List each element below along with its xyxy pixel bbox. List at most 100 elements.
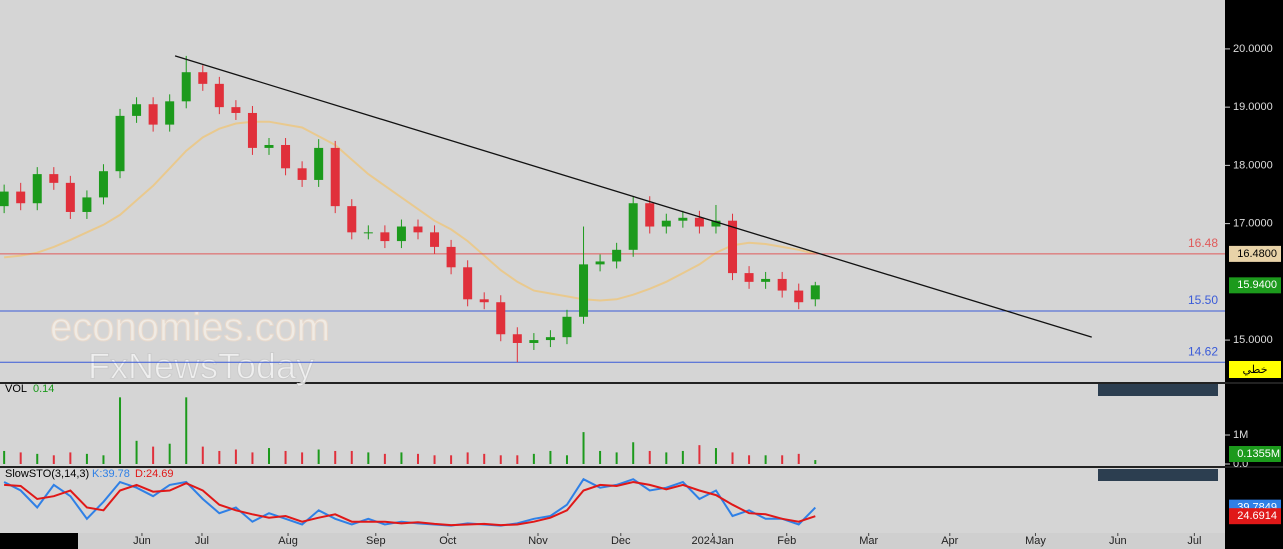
- volume-bar: [582, 432, 585, 464]
- volume-bar: [665, 452, 668, 464]
- candle-body: [479, 299, 489, 303]
- candle-body: [430, 232, 440, 247]
- volume-bar: [367, 452, 370, 464]
- volume-bar: [731, 452, 734, 464]
- volume-bar: [3, 450, 6, 464]
- watermark: economies.com: [50, 306, 330, 350]
- chart-type-label[interactable]: خطي: [1243, 364, 1268, 376]
- x-tick-label: Jun: [133, 535, 151, 547]
- candle-body: [529, 340, 539, 343]
- panel-title: VOL: [5, 383, 27, 395]
- watermark: FxNewsToday: [88, 346, 314, 387]
- candle-body: [496, 302, 506, 335]
- candle-body: [562, 316, 572, 338]
- candle-body: [214, 83, 224, 108]
- candle-body: [678, 217, 688, 221]
- candle-body: [396, 226, 406, 242]
- volume-bar: [317, 449, 320, 464]
- candle-body: [198, 72, 208, 84]
- moving-average: [3, 120, 816, 302]
- volume-bar: [201, 446, 204, 464]
- candle-body: [363, 232, 373, 234]
- volume-bar: [218, 450, 221, 464]
- candle-body: [181, 72, 191, 102]
- candle-body: [446, 246, 456, 268]
- volume-bar: [400, 452, 403, 464]
- x-tick-label: 2024Jan: [692, 535, 734, 547]
- candle-body: [247, 112, 257, 148]
- volume-bar: [135, 440, 138, 464]
- volume-bar: [450, 455, 453, 464]
- x-tick-label: May: [1025, 535, 1046, 547]
- candle-body: [297, 168, 307, 180]
- volume-bar: [152, 446, 155, 464]
- candle-body: [595, 261, 605, 265]
- level-label: 14.62: [1188, 344, 1218, 358]
- volume-bar: [102, 455, 105, 464]
- volume-bar: [185, 397, 188, 464]
- volume-bar: [499, 455, 502, 464]
- last-price-bg: [1229, 277, 1281, 294]
- plot-background: [0, 0, 1225, 549]
- candle-body: [661, 220, 671, 227]
- volume-bar: [632, 442, 635, 464]
- volume-bar: [383, 453, 386, 464]
- volume-bar: [36, 453, 39, 464]
- y-tick-label: 19.0000: [1233, 101, 1273, 113]
- volume-bar: [251, 452, 254, 464]
- volume-bar: [748, 455, 751, 464]
- candle-body: [0, 191, 9, 207]
- x-tick-label: Apr: [941, 535, 958, 547]
- candle-body: [231, 107, 241, 113]
- candle-body: [810, 285, 820, 300]
- candle-body: [728, 220, 738, 274]
- stoch-line: [4, 480, 816, 527]
- volume-bar: [52, 455, 55, 464]
- stoch-badge-bg: [1229, 508, 1281, 525]
- volume-bar: [466, 452, 469, 464]
- candle-body: [32, 174, 42, 204]
- volume-bar: [334, 450, 337, 464]
- volume-bar: [615, 452, 618, 464]
- level-label: 15.50: [1188, 293, 1218, 307]
- y-tick-label: 17.0000: [1233, 218, 1273, 230]
- y-tick-label: 1M: [1233, 429, 1248, 441]
- legend-entry: K:39.78: [92, 468, 130, 480]
- candle-body: [115, 115, 125, 172]
- candle-body: [711, 220, 721, 227]
- candle-body: [82, 197, 92, 212]
- level-badge-bg: [1229, 245, 1281, 262]
- candle-body: [148, 104, 158, 125]
- x-tick-label: Oct: [439, 535, 456, 547]
- candle-body: [645, 203, 655, 227]
- volume-bar: [433, 455, 436, 464]
- volume-bar: [764, 455, 767, 464]
- y-tick-label: 15.0000: [1233, 334, 1273, 346]
- volume-bar: [416, 453, 419, 464]
- toolbar: [1098, 469, 1218, 481]
- panel-toolbar: [1098, 384, 1218, 481]
- candle-body: [512, 334, 522, 343]
- volume-badge: 0.1355M: [1237, 448, 1280, 460]
- chart-type-button[interactable]: [1229, 361, 1281, 378]
- level-badge: 16.4800: [1237, 248, 1277, 260]
- volume-bar: [797, 453, 800, 464]
- volume-bar: [549, 450, 552, 464]
- level-label: 16.48: [1188, 236, 1218, 250]
- time-axis-background: [78, 533, 1225, 549]
- volume-bar: [19, 452, 22, 464]
- volume-bar: [532, 453, 535, 464]
- last-price: 15.9400: [1237, 279, 1277, 291]
- candle-body: [314, 147, 324, 180]
- volume-bar: [681, 450, 684, 464]
- candle-body: [16, 191, 26, 204]
- volume-bar: [350, 450, 353, 464]
- candle-body: [49, 174, 59, 183]
- volume-bar: [483, 453, 486, 464]
- volume-bar: [119, 397, 122, 464]
- volume-bar: [234, 449, 237, 464]
- candle-body: [165, 101, 175, 125]
- volume-bar: [301, 452, 304, 464]
- candle-body: [132, 104, 142, 116]
- candle-body: [761, 278, 771, 282]
